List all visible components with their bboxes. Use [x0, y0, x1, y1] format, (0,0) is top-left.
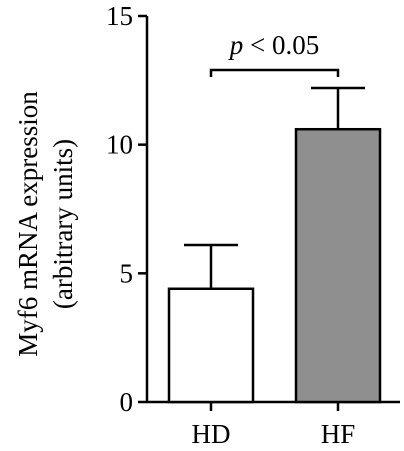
y-tick-label: 15: [106, 1, 133, 31]
p-symbol: p: [228, 30, 244, 60]
significance-annotation: p < 0.05: [209, 30, 340, 77]
y-tick-label: 10: [106, 130, 133, 160]
axes: 0 5 10 15 HD HF: [106, 1, 400, 449]
y-axis-title-line1: Myf6 mRNA expression: [13, 91, 43, 357]
x-tick-label-hd: HD: [192, 419, 231, 449]
y-tick-label: 5: [120, 258, 134, 288]
bar-hd: [167, 287, 255, 404]
significance-bracket: [209, 68, 340, 77]
p-value-label: p < 0.05: [228, 30, 319, 60]
y-axis-title-line2: (arbitrary units): [48, 139, 78, 309]
y-axis-title: Myf6 mRNA expression (arbitrary units): [13, 91, 78, 357]
y-tick-label: 0: [120, 387, 134, 417]
bar-hf: [294, 127, 382, 404]
x-tick-label-hf: HF: [321, 419, 356, 449]
bars: [167, 127, 382, 404]
error-bars: [184, 86, 365, 289]
p-threshold: < 0.05: [243, 30, 319, 60]
